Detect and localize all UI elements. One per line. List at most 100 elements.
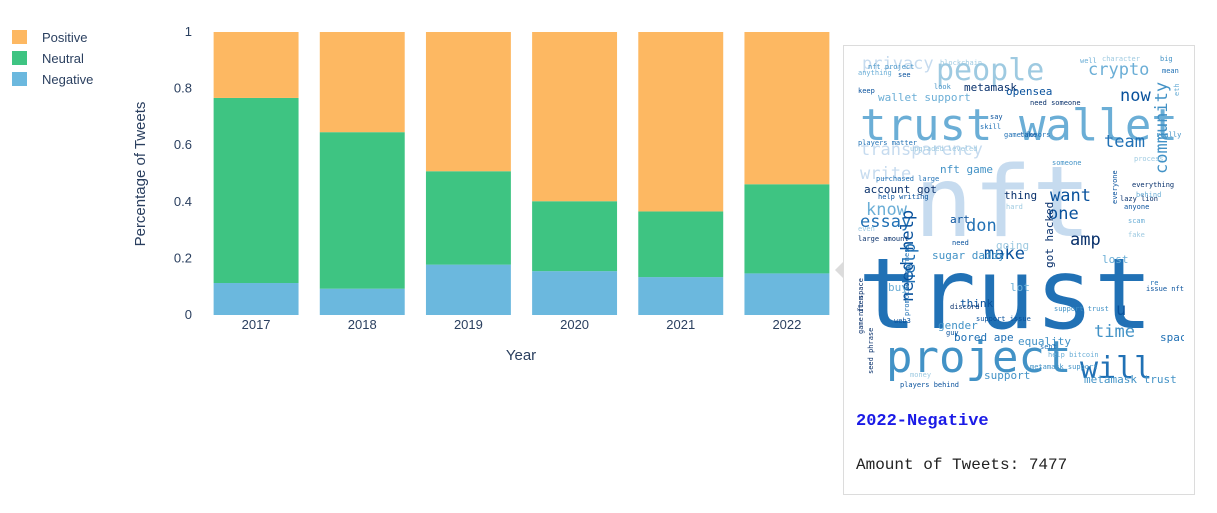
bar-2022-neutral[interactable] — [744, 184, 830, 274]
bar-2020-negative[interactable] — [532, 271, 618, 315]
word-cloud-image: nft trust trust wallet project people crypto w… — [856, 54, 1184, 390]
plot-area: 0 0.2 0.4 0.6 0.8 1 2017 2018 2019 2020 2021 2022 — [174, 24, 830, 332]
word-cloud-word: team — [1104, 132, 1145, 152]
word-cloud-word: people — [936, 54, 1045, 88]
bar-2021-neutral[interactable] — [638, 211, 724, 278]
x-tick-label: 2022 — [772, 317, 801, 332]
hover-pointer — [835, 262, 843, 278]
word-cloud-word: eth — [1173, 83, 1181, 96]
bar-2017-neutral[interactable] — [213, 97, 299, 284]
word-cloud-word: got hacked — [1043, 201, 1056, 268]
word-cloud-word: thing — [1004, 189, 1038, 202]
word-cloud-word: web3 — [894, 317, 911, 325]
x-tick-label: 2019 — [454, 317, 483, 332]
word-cloud-word: issue nft — [1146, 285, 1184, 293]
hover-amount: Amount of Tweets: 7477 — [856, 456, 1068, 474]
word-cloud-word: going — [996, 239, 1030, 252]
y-tick-label: 0.6 — [174, 137, 192, 152]
bar-2018-positive[interactable] — [319, 32, 405, 133]
word-cloud-word: upgraded leveled — [910, 145, 978, 153]
y-tick-label: 0.8 — [174, 81, 192, 96]
word-cloud-word: seed phrase — [867, 327, 875, 374]
bar-2019-neutral[interactable] — [425, 171, 511, 265]
word-cloud-word: someone — [1052, 159, 1082, 167]
word-cloud-word: opensea — [1006, 85, 1053, 98]
word-cloud-word: one — [1048, 204, 1079, 224]
word-cloud-word: sent — [1040, 343, 1057, 351]
word-cloud-word: big — [1160, 55, 1173, 63]
word-cloud-word: mean — [1162, 67, 1179, 75]
word-cloud-word: metamask support — [1030, 363, 1098, 371]
bar-2018-neutral[interactable] — [319, 132, 405, 289]
word-cloud-word: process — [1134, 155, 1164, 163]
legend-swatch-neutral[interactable] — [12, 51, 27, 65]
word-cloud-word: take — [1020, 131, 1037, 139]
word-cloud-word: know — [866, 200, 907, 220]
bar-2022-positive[interactable] — [744, 32, 830, 185]
bar-2022-negative[interactable] — [744, 273, 830, 315]
word-cloud-word: will — [1080, 351, 1153, 386]
y-tick-label: 0.2 — [174, 250, 192, 265]
word-cloud-word: need — [952, 239, 969, 247]
bar-2018-negative[interactable] — [319, 288, 405, 315]
bar-2019-negative[interactable] — [425, 264, 511, 315]
word-cloud-word: nft space — [857, 278, 865, 316]
word-cloud-word: metamask trust — [1084, 373, 1177, 386]
word-cloud-word: skill — [980, 123, 1002, 131]
word-cloud-word: now — [1120, 86, 1151, 106]
x-tick-label: 2018 — [348, 317, 377, 332]
bar-2017-positive[interactable] — [213, 32, 299, 98]
word-cloud-word: game favors — [1004, 131, 1051, 139]
word-cloud-word: hard — [1006, 203, 1023, 211]
word-cloud-word: help writing — [878, 193, 929, 201]
word-cloud-word: say — [990, 113, 1003, 121]
x-tick-label: 2021 — [666, 317, 695, 332]
word-cloud-word: behind — [1136, 191, 1162, 199]
word-cloud-word: write — [860, 164, 912, 184]
word-cloud-word: need someone — [1030, 99, 1081, 107]
legend-label-positive[interactable]: Positive — [42, 30, 88, 45]
word-cloud-word: re — [1150, 279, 1159, 287]
word-cloud-word: privacy — [862, 54, 934, 74]
legend-label-neutral[interactable]: Neutral — [42, 51, 84, 66]
bar-2020-positive[interactable] — [532, 32, 618, 202]
legend-swatch-positive[interactable] — [12, 30, 27, 44]
word-cloud-word: purchased large — [876, 175, 940, 183]
word-cloud-word: anything — [858, 69, 892, 77]
bar-2021-positive[interactable] — [638, 32, 724, 212]
word-cloud-word: promotes fairness — [903, 244, 911, 316]
word-cloud-word: transparency — [860, 140, 983, 160]
legend[interactable]: Positive Neutral Negative — [12, 30, 93, 87]
word-cloud-word: think — [960, 297, 994, 310]
word-cloud-word: space — [1160, 331, 1184, 344]
bar-2020-neutral[interactable] — [532, 201, 618, 272]
word-cloud-word: guy — [946, 329, 959, 337]
word-cloud-word: look — [934, 83, 951, 91]
hover-title: 2022-Negative — [856, 412, 989, 431]
hover-tooltip-card: nft trust trust wallet project people crypto w… — [843, 45, 1195, 495]
word-cloud-word: essay — [860, 212, 912, 232]
word-cloud-word: well — [1080, 57, 1097, 65]
word-cloud-word: keep — [858, 87, 875, 95]
word-cloud-word: discord — [950, 303, 980, 311]
word-cloud-word: support trust — [1054, 305, 1109, 313]
bars — [213, 32, 830, 315]
y-tick-label: 1 — [185, 24, 192, 39]
word-cloud-word: see — [898, 71, 911, 79]
word-cloud-word: blockchain — [940, 59, 983, 67]
legend-swatch-negative[interactable] — [12, 72, 27, 86]
word-cloud-word: nft project — [868, 63, 915, 71]
word-cloud-word: players matter — [858, 139, 918, 147]
word-cloud-word: gender — [938, 319, 978, 332]
word-cloud-word: even — [858, 225, 875, 233]
legend-label-negative[interactable]: Negative — [42, 72, 93, 87]
word-cloud-word: support issue — [976, 315, 1031, 323]
x-axis-ticks: 2017 2018 2019 2020 2021 2022 — [242, 317, 802, 332]
word-cloud-word: project — [886, 332, 1072, 383]
bar-2021-negative[interactable] — [638, 277, 724, 315]
word-cloud-word: buy — [888, 281, 908, 294]
word-cloud-word: make — [984, 244, 1025, 264]
bar-2019-positive[interactable] — [425, 32, 511, 172]
bar-2017-negative[interactable] — [213, 283, 299, 315]
